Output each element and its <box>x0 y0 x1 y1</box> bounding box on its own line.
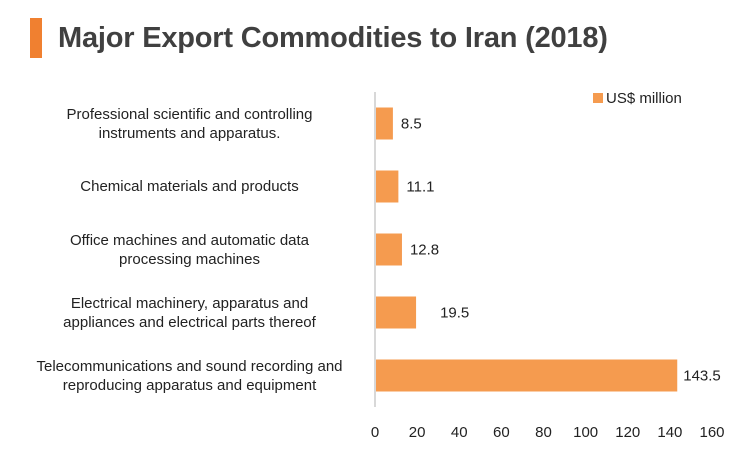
legend-label: US$ million <box>606 90 682 107</box>
bar <box>376 233 402 266</box>
category-label-line: processing machines <box>119 250 260 268</box>
category-label-line: appliances and electrical parts thereof <box>63 313 316 331</box>
x-tick-label: 60 <box>493 424 510 441</box>
x-tick-label: 0 <box>371 424 379 441</box>
category-label-line: Electrical machinery, apparatus and <box>70 294 309 312</box>
category-label-line: Telecommunications and sound recording a… <box>36 357 343 375</box>
data-label: 12.8 <box>410 242 439 259</box>
x-tick-label: 80 <box>535 424 552 441</box>
x-tick-label: 120 <box>615 424 640 441</box>
category-label-line: instruments and apparatus. <box>98 124 281 142</box>
x-tick-label: 100 <box>573 424 598 441</box>
category-label: Office machines and automatic data proces… <box>17 231 362 269</box>
category-label: Electrical machinery, apparatus and appli… <box>17 294 362 332</box>
category-label-line: Office machines and automatic data <box>69 231 310 249</box>
bar <box>376 170 399 203</box>
bar <box>376 107 393 140</box>
bar <box>376 296 417 329</box>
bar <box>376 359 678 392</box>
category-label: Telecommunications and sound recording a… <box>17 357 362 395</box>
x-tick-label: 160 <box>699 424 724 441</box>
x-tick-label: 40 <box>451 424 468 441</box>
x-tick-label: 140 <box>657 424 682 441</box>
category-label: Professional scientific and controlling i… <box>17 105 362 143</box>
x-tick-label: 20 <box>409 424 426 441</box>
title-accent-bar <box>30 18 42 58</box>
category-label-line: Chemical materials and products <box>80 178 299 195</box>
data-label: 19.5 <box>440 305 469 322</box>
page-title: Major Export Commodities to Iran (2018) <box>58 22 608 54</box>
category-label-line: reproducing apparatus and equipment <box>62 376 317 394</box>
data-label: 8.5 <box>401 116 422 133</box>
category-label-line: Professional scientific and controlling <box>66 105 313 123</box>
legend-swatch <box>593 93 603 103</box>
category-label: Chemical materials and products <box>17 177 362 196</box>
data-label: 11.1 <box>406 179 434 196</box>
data-label: 143.5 <box>683 368 721 385</box>
